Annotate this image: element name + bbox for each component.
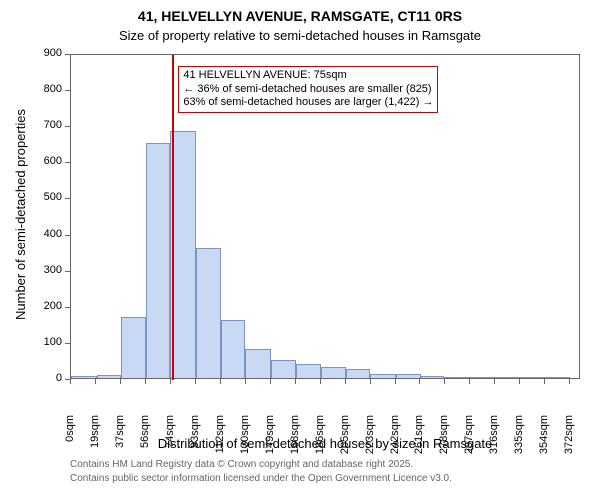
x-tick [395, 379, 396, 384]
y-tick-label: 100 [0, 336, 62, 348]
y-tick [65, 54, 70, 55]
y-tick [65, 90, 70, 91]
y-tick-label: 900 [0, 47, 62, 59]
y-tick-label: 700 [0, 119, 62, 131]
x-tick [120, 379, 121, 384]
annotation-line: 63% of semi-detached houses are larger (… [183, 96, 433, 110]
plot-area: 41 HELVELLYN AVENUE: 75sqm← 36% of semi-… [70, 54, 580, 379]
x-tick-label: 278sqm [438, 415, 450, 465]
histogram-bar [346, 369, 370, 378]
x-tick-label: 205sqm [339, 415, 351, 465]
x-tick-label: 316sqm [488, 415, 500, 465]
x-tick-label: 168sqm [289, 415, 301, 465]
x-tick [320, 379, 321, 384]
histogram-bar [196, 248, 222, 378]
x-tick [494, 379, 495, 384]
x-tick [170, 379, 171, 384]
x-tick [295, 379, 296, 384]
y-tick [65, 235, 70, 236]
x-tick-label: 297sqm [463, 415, 475, 465]
x-tick [95, 379, 96, 384]
y-tick [65, 162, 70, 163]
x-tick [370, 379, 371, 384]
histogram-bar [97, 375, 121, 378]
histogram-bar [296, 364, 320, 378]
histogram-bar [321, 367, 347, 378]
y-tick [65, 198, 70, 199]
y-tick-label: 800 [0, 83, 62, 95]
y-axis-title: Number of semi-detached properties [13, 52, 28, 377]
y-tick [65, 307, 70, 308]
y-tick [65, 126, 70, 127]
y-tick-label: 300 [0, 264, 62, 276]
x-tick-label: 223sqm [364, 415, 376, 465]
x-tick-label: 37sqm [114, 415, 126, 465]
x-tick-label: 354sqm [538, 415, 550, 465]
x-tick-label: 130sqm [239, 415, 251, 465]
x-tick [145, 379, 146, 384]
x-tick [245, 379, 246, 384]
annotation-line: ← 36% of semi-detached houses are smalle… [183, 83, 433, 97]
y-tick-label: 200 [0, 300, 62, 312]
x-tick [70, 379, 71, 384]
x-tick [345, 379, 346, 384]
y-tick-label: 400 [0, 228, 62, 240]
x-tick-label: 112sqm [214, 415, 226, 465]
x-tick [469, 379, 470, 384]
x-tick [544, 379, 545, 384]
histogram-bar [121, 317, 147, 378]
property-marker-line [172, 55, 174, 380]
histogram-bar [421, 376, 444, 378]
histogram-bar [546, 377, 570, 378]
x-tick [270, 379, 271, 384]
x-tick-label: 56sqm [139, 415, 151, 465]
histogram-bar [271, 360, 297, 378]
x-tick-label: 149sqm [264, 415, 276, 465]
chart-title-line2: Size of property relative to semi-detach… [0, 28, 600, 43]
y-tick-label: 600 [0, 155, 62, 167]
histogram-bar [71, 376, 97, 378]
y-tick-label: 0 [0, 372, 62, 384]
histogram-bar [245, 349, 271, 378]
x-tick-label: 0sqm [64, 415, 76, 465]
annotation-line: 41 HELVELLYN AVENUE: 75sqm [183, 69, 433, 83]
x-tick [444, 379, 445, 384]
x-tick-label: 242sqm [389, 415, 401, 465]
histogram-bar [521, 377, 547, 378]
x-tick [419, 379, 420, 384]
x-tick-label: 186sqm [314, 415, 326, 465]
histogram-bar [444, 377, 470, 378]
x-tick [195, 379, 196, 384]
histogram-bar [396, 374, 422, 378]
x-tick [519, 379, 520, 384]
x-tick-label: 93sqm [189, 415, 201, 465]
y-tick [65, 271, 70, 272]
histogram-bar [170, 131, 196, 378]
y-tick [65, 343, 70, 344]
x-tick-label: 335sqm [513, 415, 525, 465]
histogram-bar [221, 320, 245, 378]
x-tick-label: 19sqm [89, 415, 101, 465]
x-tick-label: 372sqm [563, 415, 575, 465]
chart-title-line1: 41, HELVELLYN AVENUE, RAMSGATE, CT11 0RS [0, 8, 600, 24]
y-tick-label: 500 [0, 191, 62, 203]
x-tick-label: 74sqm [164, 415, 176, 465]
x-tick [569, 379, 570, 384]
annotation-box: 41 HELVELLYN AVENUE: 75sqm← 36% of semi-… [178, 66, 438, 113]
histogram-bar [146, 143, 170, 378]
x-tick [220, 379, 221, 384]
histogram-bar [470, 377, 496, 378]
footer-line2: Contains public sector information licen… [70, 473, 452, 484]
x-tick-label: 261sqm [413, 415, 425, 465]
histogram-bar [495, 377, 521, 378]
histogram-bar [370, 374, 396, 378]
